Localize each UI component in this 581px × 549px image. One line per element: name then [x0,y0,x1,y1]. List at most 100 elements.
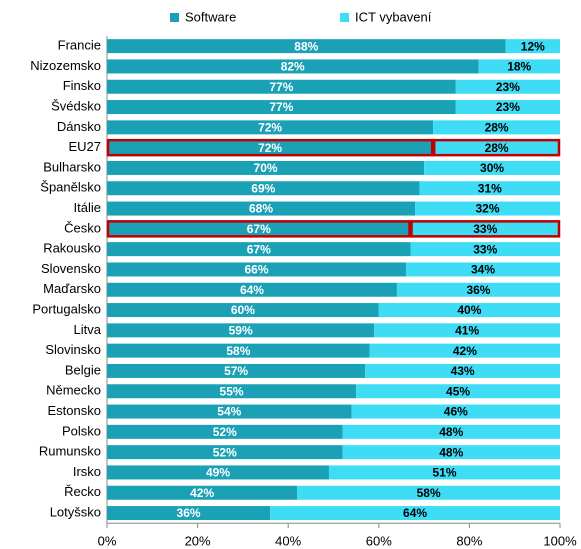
y-tick-label: EU27 [68,139,101,154]
y-tick-label: Slovinsko [45,342,101,357]
bar-segment [107,39,506,54]
x-tick-label: 100% [543,534,577,549]
data-label: 72% [258,141,282,155]
data-label: 40% [457,303,481,317]
data-label: 42% [453,344,477,358]
data-label: 30% [480,161,504,175]
bar-segment [107,424,343,439]
bar-segment [107,59,479,74]
bar-segment [270,506,560,521]
bar-segment [369,343,560,358]
y-tick-label: Irsko [73,464,101,479]
bar-segment [405,262,560,277]
data-label: 52% [213,425,237,439]
bar-segment [107,262,406,277]
data-label: 12% [521,39,545,53]
y-tick-label: Slovensko [41,261,101,276]
bar-segment [433,140,560,155]
bar-segment [505,39,560,54]
bar-segment [378,303,560,318]
data-label: 60% [231,303,255,317]
bar-segment [107,384,357,399]
y-tick-label: Portugalsko [32,301,101,316]
data-label: 54% [217,405,241,419]
bar-segment [365,363,560,378]
x-tick-label: 20% [185,534,211,549]
bar-segment [107,363,366,378]
y-tick-label: Řecko [64,484,101,499]
bar-segment [410,221,560,236]
x-tick-label: 80% [456,534,482,549]
data-label: 68% [249,202,273,216]
data-label: 69% [251,181,275,195]
y-tick-label: Nizozemsko [30,58,101,73]
bar-segment [455,100,560,115]
data-label: 51% [432,466,456,480]
y-tick-label: Bulharsko [43,159,101,174]
data-label: 33% [473,242,497,256]
bar-segment [410,242,560,257]
data-label: 36% [177,506,201,520]
data-label: 32% [476,202,500,216]
highlight-box [432,138,561,157]
y-tick-label: Belgie [65,362,101,377]
y-tick-label: Česko [64,220,101,235]
data-label: 59% [229,324,253,338]
y-tick-label: Polsko [62,423,101,438]
data-label: 45% [446,384,470,398]
bar-segment [107,404,352,419]
bar-segment [396,282,560,297]
legend-swatch [340,13,349,22]
bar-segment [415,201,560,216]
y-tick-label: Německo [46,383,101,398]
data-label: 41% [455,324,479,338]
bar-segment [297,485,560,500]
data-label: 55% [220,384,244,398]
y-tick-label: Estonsko [48,403,101,418]
bar-segment [419,181,560,196]
bar-segment [107,181,420,196]
y-tick-label: Maďarsko [43,281,101,296]
data-label: 82% [281,60,305,74]
data-label: 58% [417,486,441,500]
y-tick-label: Itálie [74,200,101,215]
y-tick-label: Francie [58,38,101,53]
highlight-box [410,220,561,238]
data-label: 31% [478,181,502,195]
y-tick-label: Rakousko [43,241,101,256]
bar-segment [107,201,416,216]
bar-segment [351,404,560,419]
data-label: 57% [224,364,248,378]
highlight-box [106,220,411,238]
legend-label: ICT vybavení [355,9,432,24]
data-label: 66% [244,263,268,277]
bar-segment [107,160,425,175]
data-label: 33% [473,222,497,236]
y-tick-label: Finsko [63,78,101,93]
legend-label: Software [185,9,236,24]
data-label: 48% [439,425,463,439]
y-tick-label: Litva [74,322,102,337]
bar-segment [107,465,329,480]
bar-segment [107,120,434,135]
bar-segment [342,445,560,460]
data-label: 88% [294,39,318,53]
bar-segment [328,465,560,480]
data-label: 23% [496,80,520,94]
data-label: 72% [258,121,282,135]
y-tick-label: Rumunsko [39,444,101,459]
bar-segment [107,79,456,94]
data-label: 77% [269,100,293,114]
bar-segment [478,59,560,74]
bar-segment [107,221,411,236]
data-label: 43% [451,364,475,378]
data-label: 34% [471,263,495,277]
data-label: 67% [247,242,271,256]
data-label: 64% [240,283,264,297]
data-label: 42% [190,486,214,500]
data-label: 18% [507,60,531,74]
bar-segment [356,384,560,399]
data-label: 46% [444,405,468,419]
